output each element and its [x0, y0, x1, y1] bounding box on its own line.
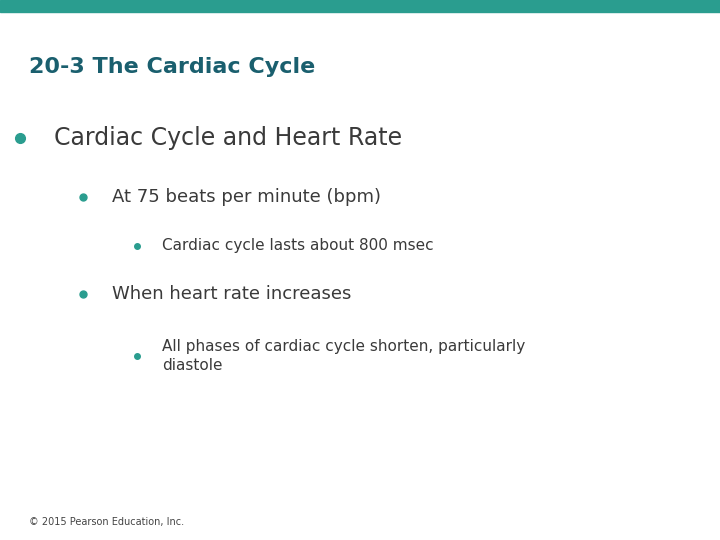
Text: When heart rate increases: When heart rate increases: [112, 285, 351, 303]
Text: © 2015 Pearson Education, Inc.: © 2015 Pearson Education, Inc.: [29, 516, 184, 526]
Text: Cardiac cycle lasts about 800 msec: Cardiac cycle lasts about 800 msec: [162, 238, 433, 253]
Text: Cardiac Cycle and Heart Rate: Cardiac Cycle and Heart Rate: [54, 126, 402, 150]
Text: All phases of cardiac cycle shorten, particularly
diastole: All phases of cardiac cycle shorten, par…: [162, 339, 526, 374]
Text: 20-3 The Cardiac Cycle: 20-3 The Cardiac Cycle: [29, 57, 315, 77]
Bar: [0, 0, 720, 12]
Text: At 75 beats per minute (bpm): At 75 beats per minute (bpm): [112, 188, 381, 206]
